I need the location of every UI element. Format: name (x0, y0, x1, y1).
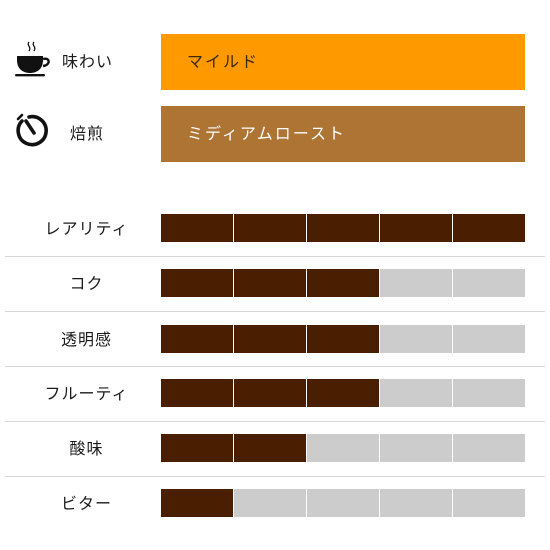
rating-segment-filled (161, 434, 233, 462)
rating-bar (161, 489, 525, 517)
rating-segment-empty (379, 434, 452, 462)
roast-row: 焙煎 ミディアムロースト (0, 106, 550, 162)
rating-segment-filled (161, 269, 233, 297)
rating-segment-filled (161, 325, 233, 353)
rating-segment-filled (233, 434, 306, 462)
rating-row-fruity: フルーティ (0, 366, 550, 421)
rating-segment-filled (233, 325, 306, 353)
rating-row-rarity: レアリティ (0, 201, 550, 256)
rating-segment-filled (233, 214, 306, 242)
rating-segment-filled (233, 269, 306, 297)
rating-segment-filled (306, 214, 379, 242)
rating-segment-empty (233, 489, 306, 517)
rating-label: コク (69, 274, 104, 293)
flavor-label: 味わい (62, 52, 114, 71)
steaming-cup-icon (14, 40, 54, 80)
rating-label: レアリティ (44, 219, 129, 238)
rating-segment-empty (379, 489, 452, 517)
rating-segment-empty (306, 489, 379, 517)
rating-segment-filled (161, 379, 233, 407)
rating-segment-filled (233, 379, 306, 407)
rating-bar (161, 325, 525, 353)
rating-label: ビター (60, 494, 112, 513)
divider (5, 256, 545, 257)
rating-segment-empty (379, 325, 452, 353)
flavor-value-bar: マイルド (161, 34, 525, 90)
rating-segment-empty (452, 489, 525, 517)
divider (5, 476, 545, 477)
rating-segment-empty (452, 269, 525, 297)
rating-segment-empty (452, 379, 525, 407)
rating-bar (161, 434, 525, 462)
rating-row-clarity: 透明感 (0, 312, 550, 367)
rating-segment-filled (306, 325, 379, 353)
rating-row-bitter: ビター (0, 476, 550, 531)
rating-segment-filled (306, 379, 379, 407)
rating-segment-empty (452, 434, 525, 462)
rating-label: 透明感 (60, 330, 112, 349)
divider (5, 366, 545, 367)
rating-segment-empty (379, 269, 452, 297)
flavor-row: 味わい マイルド (0, 34, 550, 90)
rating-label: フルーティ (44, 384, 129, 403)
rating-segment-filled (161, 489, 233, 517)
rating-row-body: コク (0, 256, 550, 311)
rating-segment-filled (452, 214, 525, 242)
rating-label: 酸味 (69, 439, 104, 458)
rating-row-acidity: 酸味 (0, 421, 550, 476)
rating-segment-empty (306, 434, 379, 462)
rating-bar (161, 379, 525, 407)
rating-segment-filled (161, 214, 233, 242)
rating-segment-empty (452, 325, 525, 353)
divider (5, 421, 545, 422)
rating-segment-empty (379, 379, 452, 407)
rating-bar (161, 214, 525, 242)
roast-label: 焙煎 (70, 124, 105, 143)
divider (5, 311, 545, 312)
timer-icon (14, 112, 54, 152)
rating-segment-filled (379, 214, 452, 242)
rating-bar (161, 269, 525, 297)
rating-segment-filled (306, 269, 379, 297)
roast-value-bar: ミディアムロースト (161, 106, 525, 162)
